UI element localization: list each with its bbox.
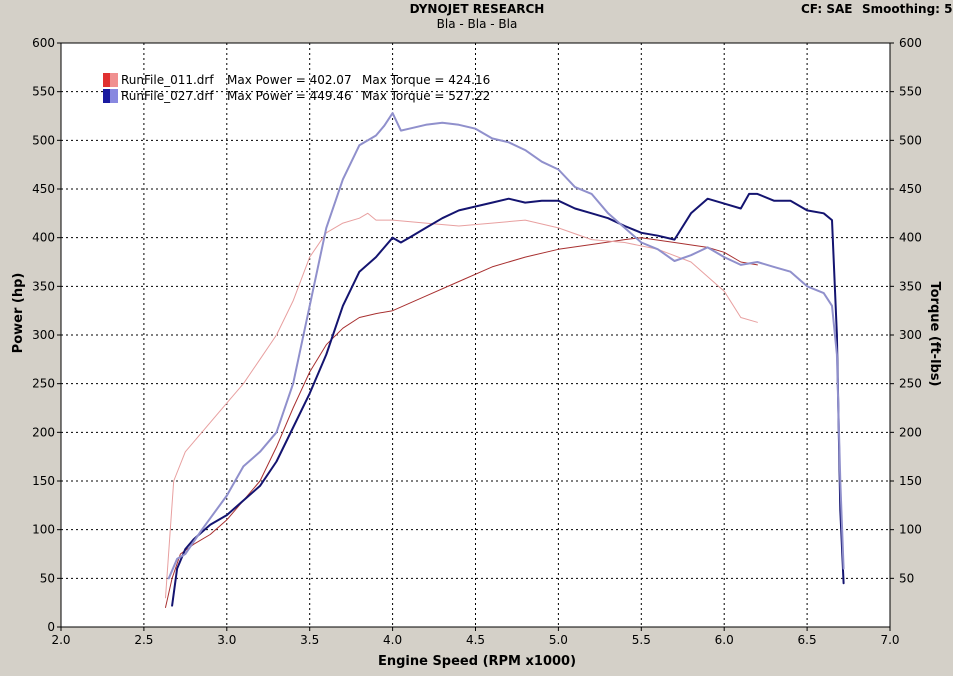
chart-subtitle: Bla - Bla - Bla — [437, 17, 518, 31]
x-tick-label: 3.0 — [217, 633, 236, 647]
x-tick-label: 2.5 — [134, 633, 153, 647]
series-line-runfile-011-power — [165, 237, 758, 608]
y-tick-label-right: 50 — [899, 571, 914, 585]
y-tick-label-left: 300 — [32, 328, 55, 342]
y-tick-label-left: 200 — [32, 425, 55, 439]
x-tick-label: 4.5 — [466, 633, 485, 647]
y-tick-label-left: 250 — [32, 377, 55, 391]
x-axis-label: Engine Speed (RPM x1000) — [378, 654, 576, 669]
legend-max-torque: Max Torque = 424.16 — [362, 73, 490, 87]
y-tick-label-right: 450 — [899, 182, 922, 196]
legend-swatch-dark — [103, 89, 110, 103]
y-tick-label-left: 350 — [32, 279, 55, 293]
y-tick-label-right: 600 — [899, 36, 922, 50]
series-line-runfile-027-torque — [167, 112, 845, 580]
legend-swatch-light — [110, 89, 118, 103]
y-tick-label-left: 600 — [32, 36, 55, 50]
y-tick-label-right: 400 — [899, 231, 922, 245]
y-tick-label-right: 300 — [899, 328, 922, 342]
legend-max-power: Max Power = 449.46 — [227, 89, 352, 103]
y-tick-label-right: 200 — [899, 425, 922, 439]
y-tick-label-left: 550 — [32, 85, 55, 99]
y-tick-label-left: 100 — [32, 523, 55, 537]
legend-max-torque: Max Torque = 527.22 — [362, 89, 490, 103]
y-tick-label-left: 0 — [47, 620, 55, 634]
x-tick-label: 5.0 — [549, 633, 568, 647]
y-tick-label-left: 450 — [32, 182, 55, 196]
y-axis-ticks-right: 50 100 150 200 250 300 350 400 450 500 550 600 — [890, 36, 922, 585]
y-tick-label-right: 100 — [899, 523, 922, 537]
legend-swatch-dark — [103, 73, 110, 87]
x-tick-label: 6.0 — [715, 633, 734, 647]
legend: RunFile_011.drf Max Power = 402.07 Max Tor… — [103, 73, 490, 103]
y-tick-label-left: 500 — [32, 133, 55, 147]
correction-factor: CF: SAE — [801, 2, 852, 16]
y-tick-label-left: 150 — [32, 474, 55, 488]
y-axis-ticks-left: 0 50 100 150 200 250 300 350 400 450 500 550 600 — [32, 36, 61, 634]
y-axis-label-right: Torque (ft-lbs) — [927, 281, 942, 386]
y-tick-label-right: 550 — [899, 85, 922, 99]
x-tick-label: 5.5 — [632, 633, 651, 647]
y-tick-label-left: 400 — [32, 231, 55, 245]
chart-title: DYNOJET RESEARCH — [410, 2, 545, 16]
legend-file-name: RunFile_011.drf — [121, 73, 214, 87]
x-tick-label: 2.0 — [51, 633, 70, 647]
y-tick-label-right: 150 — [899, 474, 922, 488]
y-tick-label-right: 350 — [899, 279, 922, 293]
series-line-runfile-027-power — [171, 192, 845, 607]
series-line-runfile-011-torque — [165, 212, 758, 599]
x-axis-ticks: 2.0 2.5 3.0 3.5 4.0 4.5 5.0 5.5 6.0 6.5 7.0 — [51, 627, 900, 647]
y-tick-label-right: 250 — [899, 377, 922, 391]
series-lines — [165, 112, 845, 608]
y-tick-label-right: 500 — [899, 133, 922, 147]
legend-max-power: Max Power = 402.07 — [227, 73, 352, 87]
smoothing-setting: Smoothing: 5 — [862, 2, 953, 16]
x-tick-label: 7.0 — [880, 633, 899, 647]
x-tick-label: 6.5 — [798, 633, 817, 647]
y-axis-label-left: Power (hp) — [11, 273, 26, 354]
legend-file-name: RunFile_027.drf — [121, 89, 214, 103]
x-tick-label: 3.5 — [300, 633, 319, 647]
y-tick-label-left: 50 — [40, 571, 55, 585]
grid-lines — [61, 43, 890, 627]
x-tick-label: 4.0 — [383, 633, 402, 647]
legend-swatch-light — [110, 73, 118, 87]
